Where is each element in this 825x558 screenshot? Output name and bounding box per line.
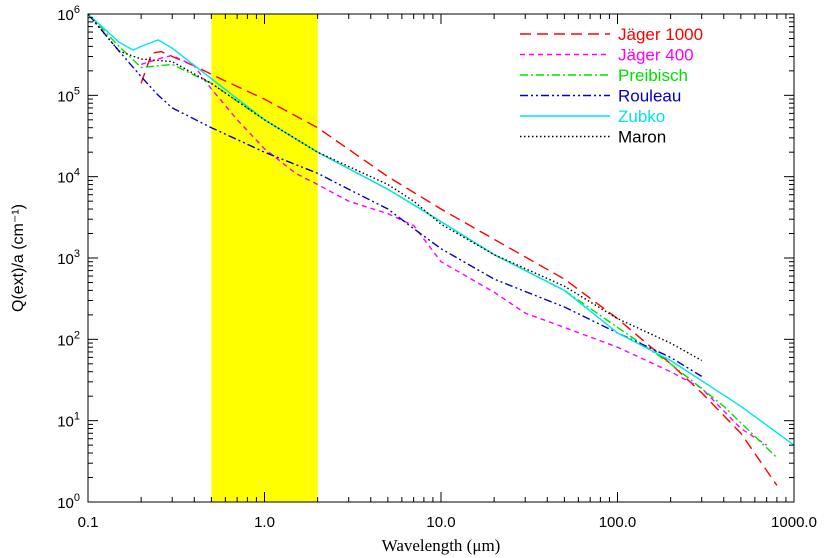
x-axis-title: Wavelength (μm) [382,536,501,555]
y-tick-label: 102 [57,329,80,349]
x-tick-label: 1.0 [254,514,275,531]
y-tick-label: 104 [57,167,80,187]
series-line-2 [140,54,768,446]
ticks-layer: 0.1 1.0 10.0 100.0 1000.0 100 101 102 103 104 105 1… [57,4,817,531]
legend-label: Maron [618,128,666,147]
y-tick-label: 101 [57,411,80,431]
legend-label: Preibisch [618,66,688,85]
legend-label: Jäger 1000 [618,25,703,44]
x-tick-label: 10.0 [426,514,455,531]
x-tick-label: 0.1 [78,514,99,531]
series-layer [87,13,795,486]
legend-label: Zubko [618,107,665,126]
y-tick-label: 106 [57,4,80,24]
y-axis-title: Q(ext)/a (cm⁻¹) [10,204,27,312]
x-tick-label: 1000.0 [771,514,817,531]
x-tick-label: 100.0 [599,514,637,531]
series-line-5 [87,13,795,446]
legend-label: Jäger 400 [618,46,694,65]
series-line-1 [140,50,778,486]
y-tick-label: 103 [57,248,80,268]
legend-label: Rouleau [618,87,681,106]
y-tick-label: 105 [57,85,80,105]
shaded-wavelength-band [211,14,318,502]
y-tick-label: 100 [57,492,80,512]
series-line-4 [87,13,703,377]
